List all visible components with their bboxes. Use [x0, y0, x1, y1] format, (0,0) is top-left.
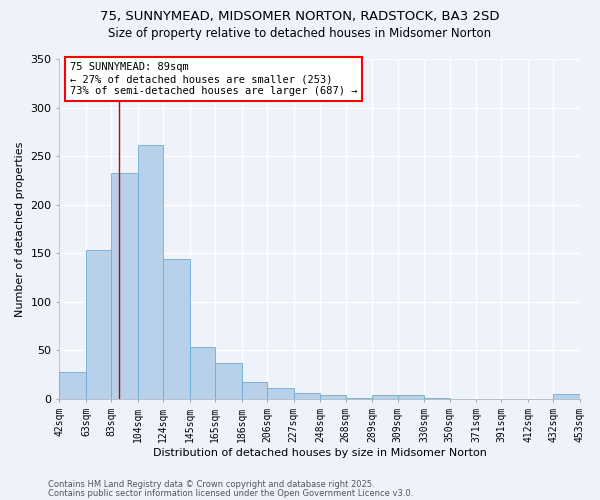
- Text: 75 SUNNYMEAD: 89sqm
← 27% of detached houses are smaller (253)
73% of semi-detac: 75 SUNNYMEAD: 89sqm ← 27% of detached ho…: [70, 62, 357, 96]
- Bar: [267, 388, 293, 399]
- Bar: [111, 172, 138, 399]
- Bar: [215, 363, 242, 399]
- Bar: [59, 372, 86, 399]
- Bar: [346, 398, 372, 399]
- Bar: [163, 259, 190, 399]
- Y-axis label: Number of detached properties: Number of detached properties: [15, 142, 25, 316]
- Bar: [372, 395, 398, 399]
- Text: Size of property relative to detached houses in Midsomer Norton: Size of property relative to detached ho…: [109, 28, 491, 40]
- Text: Contains HM Land Registry data © Crown copyright and database right 2025.: Contains HM Land Registry data © Crown c…: [48, 480, 374, 489]
- Bar: [398, 395, 424, 399]
- Bar: [190, 346, 215, 399]
- Bar: [242, 382, 267, 399]
- Text: 75, SUNNYMEAD, MIDSOMER NORTON, RADSTOCK, BA3 2SD: 75, SUNNYMEAD, MIDSOMER NORTON, RADSTOCK…: [100, 10, 500, 23]
- Bar: [293, 393, 320, 399]
- Text: Contains public sector information licensed under the Open Government Licence v3: Contains public sector information licen…: [48, 488, 413, 498]
- Bar: [553, 394, 580, 399]
- Bar: [138, 146, 163, 399]
- Bar: [320, 395, 346, 399]
- Bar: [86, 250, 111, 399]
- Bar: [424, 398, 449, 399]
- X-axis label: Distribution of detached houses by size in Midsomer Norton: Distribution of detached houses by size …: [153, 448, 487, 458]
